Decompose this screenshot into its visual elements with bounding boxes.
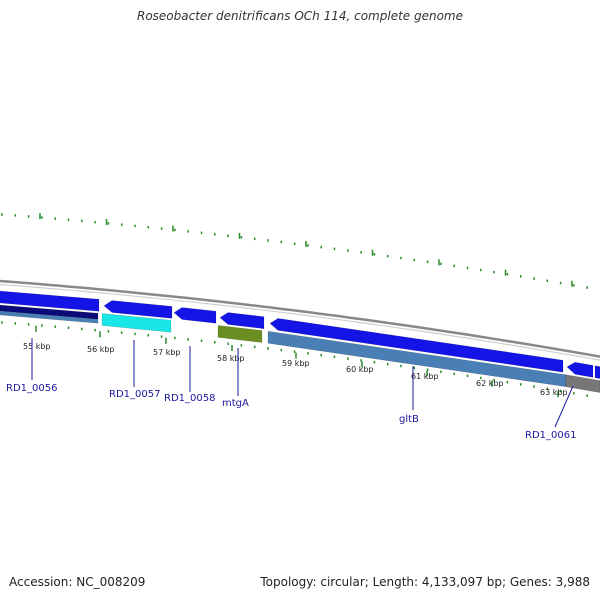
scale-label: 61 kbp (411, 372, 439, 381)
scale-label: 62 kbp (476, 379, 504, 388)
cds-arrow (219, 312, 265, 330)
gene-label[interactable]: RD1_0056 (6, 383, 57, 394)
genome-summary: Topology: circular; Length: 4,133,097 bp… (260, 575, 590, 589)
map-title: Roseobacter denitrificans OCh 114, compl… (136, 9, 463, 23)
genome-backbone (0, 279, 600, 361)
scale-label: 57 kbp (153, 348, 181, 357)
cds-arrow (0, 290, 100, 312)
cds-arrow (173, 307, 217, 324)
gene-label[interactable]: RD1_0057 (109, 389, 160, 400)
feature-bar-olive (217, 325, 263, 343)
feature-bar-cyan (101, 313, 172, 333)
cds-arrow (566, 361, 594, 378)
cds-arrow (594, 365, 600, 379)
scale-label: 63 kbp (540, 388, 568, 397)
accession-label: Accession: NC_008209 (9, 575, 146, 589)
scale-label: 59 kbp (282, 359, 310, 368)
gc-tick-ring (1, 213, 588, 289)
cds-arrow (103, 300, 173, 319)
gene-callouts: RD1_0056 RD1_0057 RD1_0058 mtgA gltB RD1_0061 (6, 338, 576, 441)
scale-tick-ring (1, 321, 588, 398)
feature-bar-steel (0, 310, 99, 324)
gene-label[interactable]: RD1_0058 (164, 393, 215, 404)
scale-label: 60 kbp (346, 365, 374, 374)
backbone-inner-line (0, 283, 600, 361)
gene-label[interactable]: mtgA (222, 398, 249, 409)
feature-track (0, 290, 600, 393)
scale-label: 58 kbp (217, 354, 245, 363)
gene-leader-line (554, 385, 574, 428)
scale-label: 55 kbp (23, 342, 51, 351)
backbone-outer-line (0, 279, 600, 358)
gene-label[interactable]: gltB (399, 414, 419, 425)
scale-label: 56 kbp (87, 345, 115, 354)
scale-labels: 55 kbp 56 kbp 57 kbp 58 kbp 59 kbp 60 kbp 61 k… (23, 342, 568, 397)
feature-bar-gray (565, 374, 600, 393)
gene-label[interactable]: RD1_0061 (525, 430, 576, 441)
cds-arrow (269, 318, 564, 373)
